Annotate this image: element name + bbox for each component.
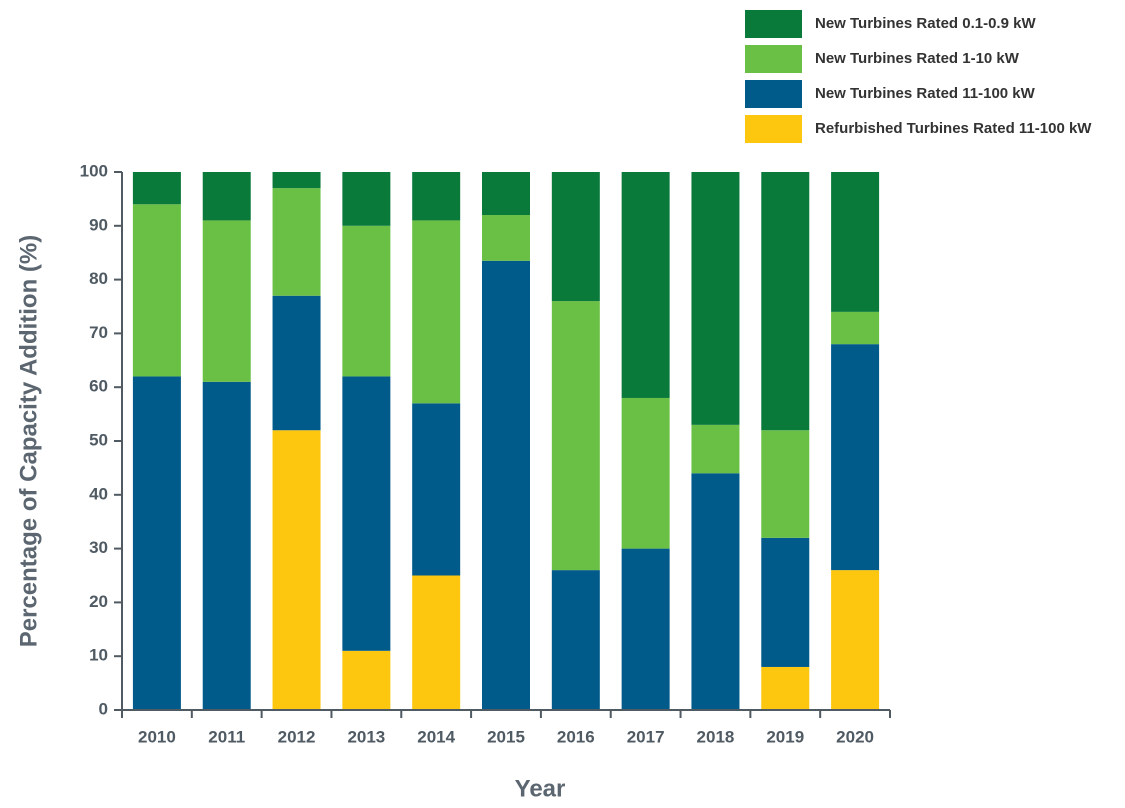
bar-segment [691, 424, 740, 474]
x-tick-label: 2020 [836, 727, 874, 746]
bar-segment [551, 570, 600, 710]
y-tick-label: 60 [89, 377, 108, 396]
legend-swatch [745, 10, 802, 38]
bar-segment [202, 220, 251, 382]
legend-swatch [745, 45, 802, 73]
bar-segment [831, 311, 880, 345]
bar-segment [272, 430, 321, 710]
x-tick-label: 2015 [487, 727, 525, 746]
bar-segment [412, 220, 461, 404]
bar-segment [412, 403, 461, 576]
bar-segment [551, 172, 600, 302]
y-tick-label: 80 [89, 269, 108, 288]
bar-segment [761, 537, 810, 667]
y-tick-label: 90 [89, 215, 108, 234]
bar-segment [621, 172, 670, 398]
legend-label: Refurbished Turbines Rated 11-100 kW [815, 120, 1092, 137]
x-tick-label: 2013 [347, 727, 385, 746]
x-tick-label: 2012 [278, 727, 316, 746]
bar-segment [831, 344, 880, 571]
bar-segment [412, 575, 461, 710]
x-tick-label: 2019 [766, 727, 804, 746]
bar-segment [831, 570, 880, 710]
x-tick-label: 2016 [557, 727, 595, 746]
bar-segment [202, 172, 251, 221]
legend-swatch [745, 80, 802, 108]
legend-swatch [745, 115, 802, 143]
bar-segment [482, 215, 530, 261]
bar-segment [272, 188, 321, 296]
bar-segment [342, 376, 391, 651]
bar-segment [482, 260, 530, 710]
bar-segment [272, 295, 321, 431]
bar-segment [342, 225, 391, 377]
y-axis-label: Percentage of Capacity Addition (%) [15, 235, 42, 648]
bar-segment [761, 666, 810, 710]
bar-segment [272, 172, 321, 189]
y-tick-label: 50 [89, 430, 108, 449]
bar-segment [482, 172, 530, 216]
y-tick-label: 10 [89, 646, 108, 665]
bar-segment [691, 172, 740, 425]
y-tick-label: 20 [89, 592, 108, 611]
x-tick-label: 2017 [627, 727, 665, 746]
bar-segment [202, 381, 251, 710]
y-tick-label: 40 [89, 484, 108, 503]
legend-label: New Turbines Rated 11-100 kW [815, 85, 1036, 102]
bar-segment [342, 650, 391, 710]
bar-segment [132, 204, 181, 377]
y-tick-label: 30 [89, 538, 108, 557]
legend-label: New Turbines Rated 0.1-0.9 kW [815, 15, 1036, 32]
y-tick-label: 100 [80, 161, 108, 180]
x-tick-label: 2018 [697, 727, 735, 746]
bar-segment [691, 473, 740, 710]
bar-segment [132, 376, 181, 710]
bar-segment [621, 397, 670, 549]
bar-segment [412, 172, 461, 221]
bar-segment [342, 172, 391, 226]
bar-segment [621, 548, 670, 710]
x-tick-label: 2010 [138, 727, 176, 746]
y-tick-label: 70 [89, 323, 108, 342]
bar-segment [761, 172, 810, 431]
legend-label: New Turbines Rated 1-10 kW [815, 50, 1020, 67]
bar-segment [551, 301, 600, 571]
x-tick-label: 2014 [417, 727, 455, 746]
bar-segment [132, 172, 181, 205]
bar-segment [831, 172, 880, 312]
y-tick-label: 0 [99, 699, 108, 718]
x-axis-label: Year [515, 775, 566, 802]
x-tick-label: 2011 [208, 727, 245, 746]
bar-segment [761, 430, 810, 538]
